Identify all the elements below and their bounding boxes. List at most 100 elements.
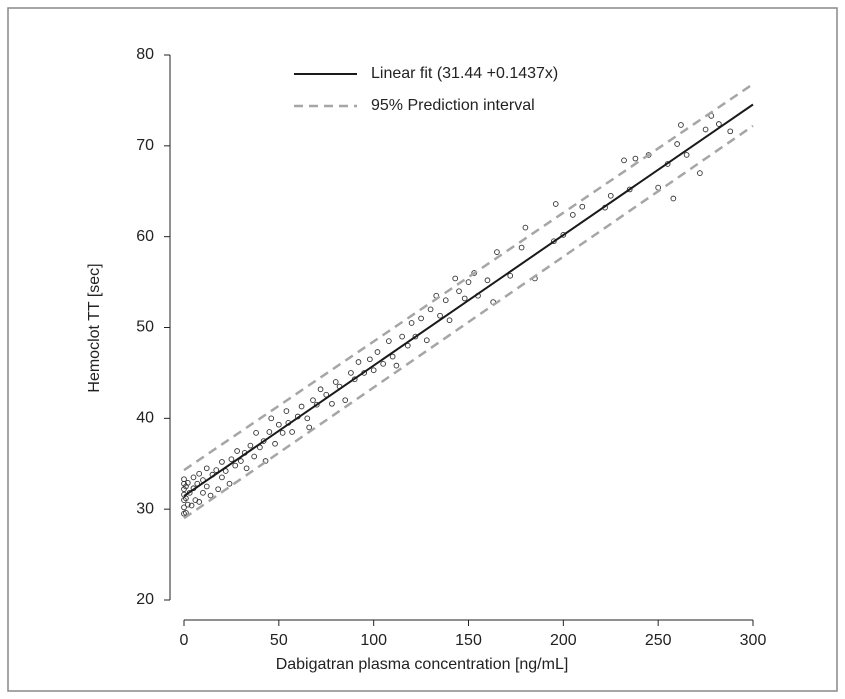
point <box>412 333 419 340</box>
y-tick-label: 80 <box>136 46 154 63</box>
point <box>329 400 335 407</box>
point <box>367 356 373 363</box>
point <box>203 465 210 472</box>
point <box>190 474 197 481</box>
point <box>550 238 557 245</box>
point <box>188 502 195 509</box>
frame <box>7 7 838 692</box>
point <box>196 499 203 505</box>
x-tick-label: 100 <box>360 632 387 649</box>
point <box>607 192 614 199</box>
point <box>181 476 187 483</box>
point <box>399 333 405 340</box>
point <box>183 509 189 516</box>
point <box>313 401 320 408</box>
point <box>234 448 240 454</box>
point <box>418 315 424 322</box>
point <box>332 379 339 385</box>
point <box>645 152 652 158</box>
point <box>389 353 396 360</box>
point <box>697 170 703 176</box>
point <box>200 489 206 496</box>
point <box>552 201 559 207</box>
point <box>579 203 586 210</box>
line <box>183 83 754 472</box>
point <box>232 462 239 469</box>
point <box>674 141 680 147</box>
point <box>683 152 690 158</box>
y-tick-label: 60 <box>136 228 154 245</box>
point <box>207 492 214 499</box>
point <box>184 479 191 486</box>
point <box>716 121 722 127</box>
x-tick-label: 250 <box>645 632 672 649</box>
point <box>456 288 462 295</box>
point <box>494 249 500 255</box>
legend-label: 95% Prediction interval <box>371 97 535 114</box>
x-axis-label: Dabigatran plasma concentration [ng/mL] <box>276 656 569 673</box>
point <box>380 360 387 367</box>
point <box>560 232 567 238</box>
point <box>393 362 400 369</box>
point <box>181 497 187 503</box>
point <box>385 338 392 344</box>
point <box>374 349 381 355</box>
point <box>621 157 627 164</box>
legend-label: Linear fit (31.44 +0.1437x) <box>371 65 558 82</box>
point <box>522 224 529 231</box>
x-tick-label: 0 <box>180 632 189 649</box>
y-tick-label: 30 <box>136 500 154 517</box>
y-tick-label: 50 <box>136 319 154 336</box>
point <box>196 470 203 477</box>
x-tick-label: 150 <box>455 632 482 649</box>
point <box>310 397 316 404</box>
point <box>670 195 677 202</box>
point <box>213 467 220 473</box>
point <box>342 397 349 404</box>
x-tick-label: 50 <box>270 632 288 649</box>
point <box>678 122 684 128</box>
point <box>289 429 295 435</box>
point <box>266 429 273 435</box>
point <box>355 359 362 365</box>
point <box>222 468 229 474</box>
point <box>228 456 235 463</box>
point <box>215 486 221 493</box>
x-tick-label: 300 <box>740 632 767 649</box>
y-axis-label: Hemoclot TT [sec] <box>86 263 103 392</box>
point <box>226 480 233 487</box>
x-tick-label: 200 <box>550 632 577 649</box>
point <box>484 277 491 284</box>
point <box>442 297 449 304</box>
point <box>370 367 377 374</box>
point <box>238 458 244 464</box>
point <box>518 244 525 251</box>
line <box>183 124 754 520</box>
point <box>626 186 633 193</box>
point <box>569 212 576 218</box>
point <box>181 504 187 511</box>
point <box>184 501 191 508</box>
point <box>251 453 258 460</box>
point <box>461 295 468 302</box>
point <box>283 408 290 414</box>
point <box>219 459 225 465</box>
point <box>702 126 709 133</box>
point <box>507 272 514 279</box>
point <box>632 155 639 162</box>
point <box>203 483 210 490</box>
point <box>268 415 275 422</box>
point <box>427 306 434 313</box>
point <box>452 275 459 282</box>
y-tick-label: 70 <box>136 137 154 154</box>
point <box>304 415 311 422</box>
point <box>275 421 282 428</box>
point <box>408 320 415 326</box>
point <box>727 128 734 135</box>
point <box>446 317 453 324</box>
point <box>465 279 472 285</box>
line <box>183 103 754 497</box>
y-tick-label: 40 <box>136 410 154 427</box>
